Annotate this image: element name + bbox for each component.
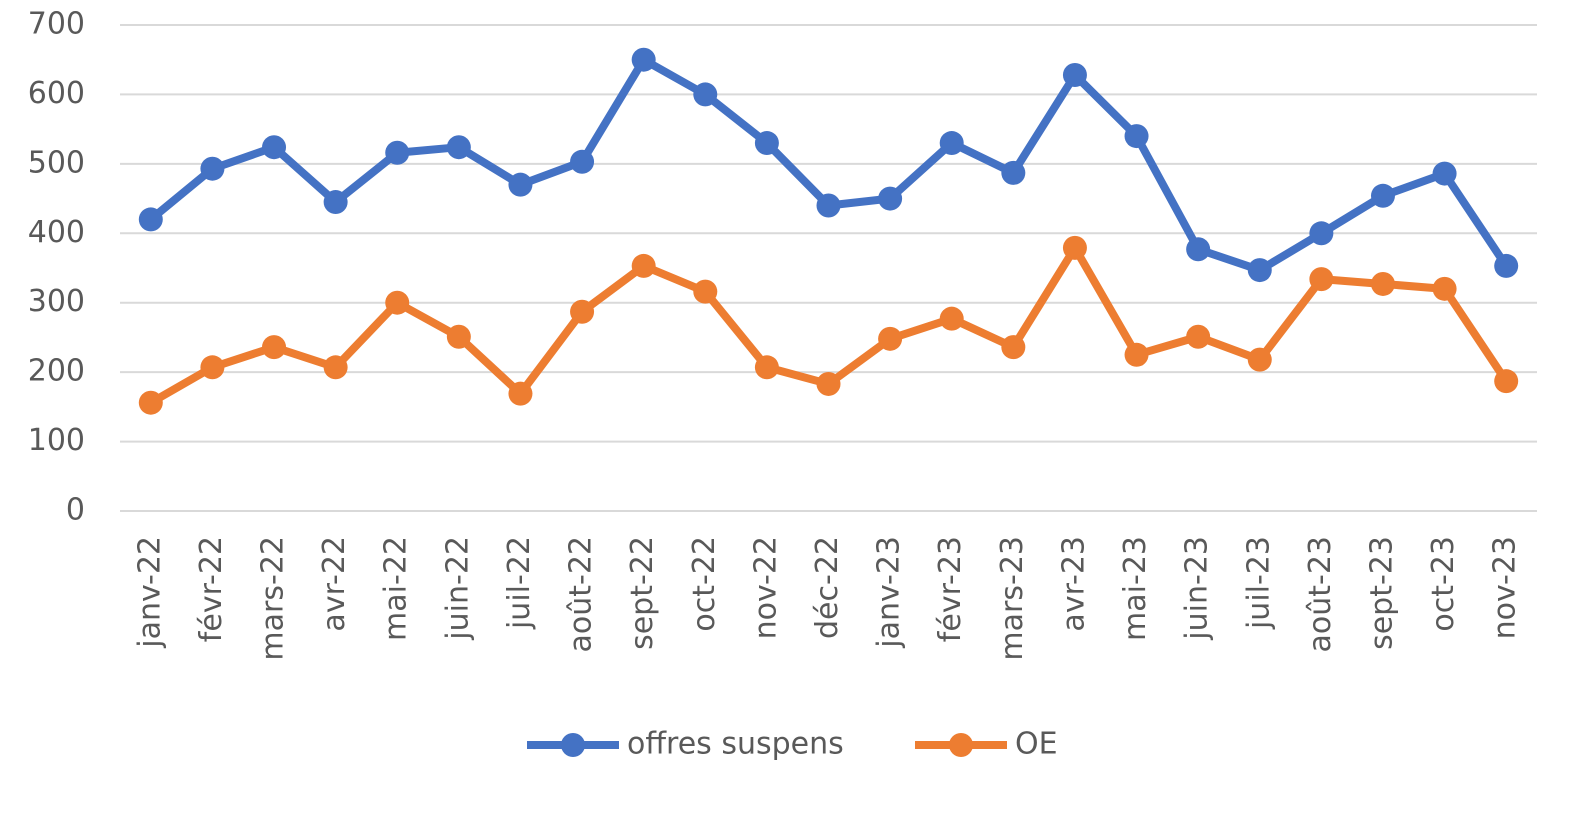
data-point — [878, 326, 903, 351]
data-point — [939, 131, 964, 156]
data-point — [1062, 235, 1087, 260]
data-point — [446, 324, 471, 349]
data-point — [138, 390, 163, 415]
data-point — [508, 381, 533, 406]
data-point — [508, 172, 533, 197]
x-tick-label: juin-23 — [1180, 536, 1215, 641]
x-tick-label: nov-23 — [1488, 536, 1523, 639]
data-point — [816, 371, 841, 396]
data-point — [446, 135, 471, 160]
data-point — [1432, 276, 1457, 301]
data-point — [1370, 271, 1395, 296]
data-point — [1062, 62, 1087, 87]
data-point — [262, 335, 287, 360]
data-point — [939, 306, 964, 331]
x-tick-label: juin-22 — [440, 536, 475, 641]
x-tick-label: déc-22 — [810, 536, 845, 639]
data-point — [385, 290, 410, 315]
data-point — [816, 193, 841, 218]
x-tick-label: août-23 — [1303, 536, 1338, 653]
y-tick-label: 700 — [28, 7, 85, 42]
legend-marker — [949, 733, 973, 757]
y-tick-label: 500 — [28, 145, 85, 180]
legend-label: offres suspens — [627, 727, 844, 762]
y-tick-label: 300 — [28, 284, 85, 319]
legend-marker — [561, 733, 585, 757]
x-tick-label: mai-23 — [1118, 536, 1153, 641]
data-point — [1432, 161, 1457, 186]
data-point — [262, 135, 287, 160]
x-tick-label: févr-23 — [933, 536, 968, 642]
x-tick-label: janv-22 — [132, 536, 167, 649]
legend-item: offres suspens — [527, 727, 844, 762]
y-tick-label: 400 — [28, 215, 85, 250]
data-point — [570, 299, 595, 324]
data-point — [1247, 347, 1272, 372]
x-tick-label: févr-22 — [194, 536, 229, 642]
data-point — [385, 140, 410, 165]
data-point — [323, 190, 348, 215]
data-point — [1309, 267, 1334, 292]
x-tick-label: mai-22 — [379, 536, 414, 641]
data-point — [1370, 183, 1395, 208]
x-tick-label: nov-22 — [748, 536, 783, 639]
y-tick-label: 100 — [28, 423, 85, 458]
data-point — [138, 207, 163, 232]
data-point — [200, 355, 225, 380]
data-point — [1001, 335, 1026, 360]
y-tick-label: 200 — [28, 354, 85, 389]
data-point — [323, 355, 348, 380]
data-point — [631, 253, 656, 278]
y-tick-label: 600 — [28, 76, 85, 111]
x-tick-label: avr-23 — [1056, 536, 1091, 632]
x-tick-label: oct-22 — [687, 536, 722, 632]
x-tick-label: mars-22 — [256, 536, 291, 661]
x-tick-label: juil-22 — [502, 536, 537, 630]
data-point — [754, 355, 779, 380]
legend-item: OE — [915, 727, 1058, 762]
data-point — [1309, 221, 1334, 246]
data-point — [570, 149, 595, 174]
data-point — [1124, 124, 1149, 149]
data-point — [1186, 237, 1211, 262]
data-point — [693, 82, 718, 107]
data-point — [754, 131, 779, 156]
series-line — [148, 55, 1510, 275]
x-tick-label: août-22 — [564, 536, 599, 653]
data-point — [200, 156, 225, 181]
data-point — [1124, 342, 1149, 367]
data-point — [1247, 258, 1272, 283]
y-tick-label: 0 — [66, 493, 85, 528]
x-tick-label: juil-23 — [1241, 536, 1276, 630]
x-tick-label: oct-23 — [1426, 536, 1461, 632]
x-tick-label: sept-23 — [1364, 536, 1399, 650]
x-tick-label: mars-23 — [995, 536, 1030, 661]
data-point — [693, 279, 718, 304]
x-tick-label: sept-22 — [625, 536, 660, 650]
data-point — [878, 186, 903, 211]
x-tick-label: avr-22 — [317, 536, 352, 632]
x-tick-label: janv-23 — [872, 536, 907, 649]
data-point — [1494, 369, 1519, 394]
data-point — [631, 47, 656, 72]
data-point — [1186, 324, 1211, 349]
legend-label: OE — [1015, 727, 1058, 762]
data-point — [1001, 160, 1026, 185]
data-point — [1494, 253, 1519, 278]
